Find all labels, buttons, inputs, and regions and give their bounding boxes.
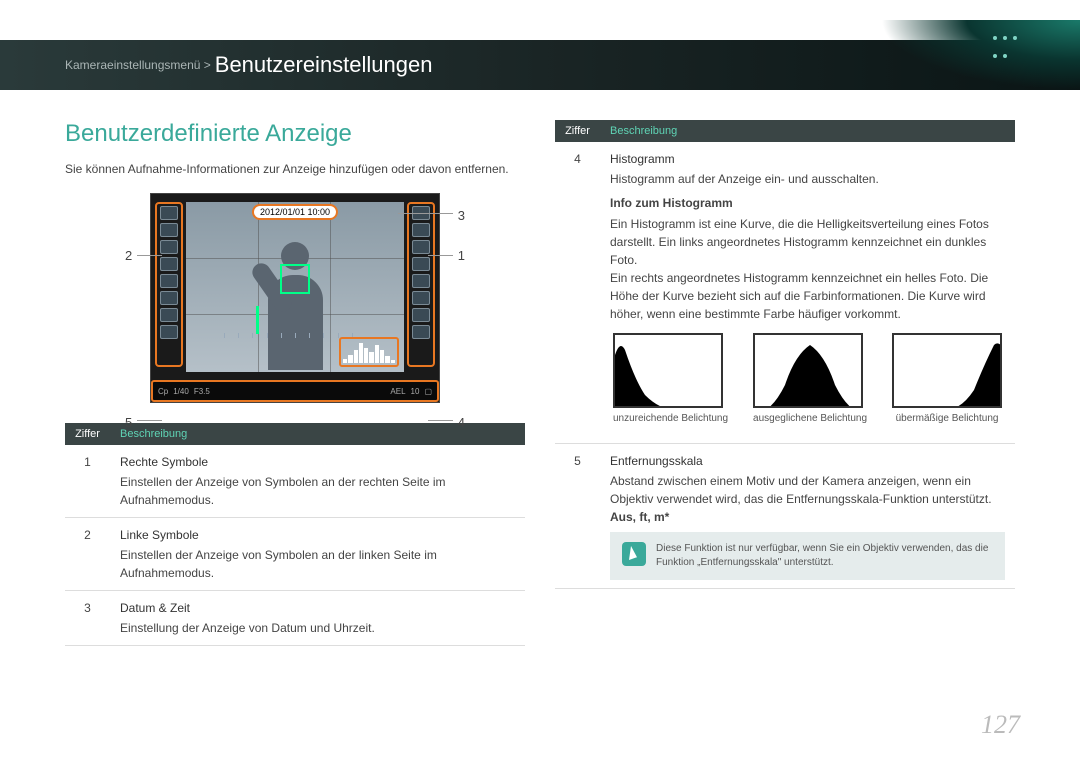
shot-count: 10 — [411, 387, 420, 396]
histogram-examples: unzureichende Belichtung ausgeglichene B… — [610, 333, 1005, 425]
row-desc: Abstand zwischen einem Motiv und der Kam… — [610, 472, 1005, 526]
row-desc: Histogramm auf der Anzeige ein- und auss… — [610, 170, 1005, 188]
right-icons-group — [407, 202, 435, 367]
histogram-underexposed — [613, 333, 723, 408]
histo-label-1: unzureichende Belichtung — [613, 412, 728, 425]
histogram-overlay — [339, 337, 399, 367]
table-row: 1 Rechte Symbole Einstellen der Anzeige v… — [65, 445, 525, 518]
row-title: Rechte Symbole — [120, 453, 515, 471]
camera-bottom-bar: Cp 1/40 F3.5 AEL 10 ▢ — [151, 380, 439, 402]
af-bracket-icon — [280, 264, 310, 294]
th-ziffer: Ziffer — [65, 423, 110, 445]
row-num: 2 — [65, 518, 110, 591]
note-text: Diese Funktion ist nur verfügbar, wenn S… — [656, 542, 993, 570]
left-description-table: ZifferBeschreibung 1 Rechte SymboleEinst… — [65, 423, 525, 646]
mode-icon: ▢ — [424, 387, 432, 396]
row-num: 5 — [555, 444, 600, 589]
header-decoration — [880, 20, 1080, 90]
histogram-overexposed — [892, 333, 1002, 408]
row-num: 1 — [65, 445, 110, 518]
breadcrumb-current: Benutzereinstellungen — [215, 52, 433, 78]
histo-label-2: ausgeglichene Belichtung — [753, 412, 867, 425]
note-icon — [622, 542, 646, 566]
th-beschreibung: Beschreibung — [600, 120, 1015, 142]
info-heading: Info zum Histogramm — [610, 194, 1005, 212]
subject-silhouette — [260, 242, 330, 372]
right-column: ZifferBeschreibung 4 Histogramm Histogra… — [555, 120, 1015, 646]
th-ziffer: Ziffer — [555, 120, 600, 142]
aperture-value: F3.5 — [194, 387, 210, 396]
callout-2: 2 — [125, 248, 132, 263]
row-num: 3 — [65, 591, 110, 646]
histo-label-3: übermäßige Belichtung — [892, 412, 1002, 425]
decoration-dots — [990, 30, 1020, 66]
right-description-table: ZifferBeschreibung 4 Histogramm Histogra… — [555, 120, 1015, 589]
row-desc: Einstellung der Anzeige von Datum und Uh… — [120, 619, 515, 637]
breadcrumb-path: Kameraeinstellungsmenü > — [65, 58, 211, 72]
callout-3: 3 — [458, 208, 465, 223]
table-row: 2 Linke Symbole Einstellen der Anzeige vo… — [65, 518, 525, 591]
histogram-balanced — [753, 333, 863, 408]
row-title: Histogramm — [610, 150, 1005, 168]
row-num: 4 — [555, 142, 600, 444]
intro-text: Sie können Aufnahme-Informationen zur An… — [65, 160, 525, 178]
distance-scale-indicator — [256, 306, 259, 334]
page-number: 127 — [981, 710, 1020, 740]
camera-display-diagram: 2012/01/01 10:00 — [150, 193, 440, 403]
callout-4: 4 — [458, 415, 465, 430]
table-row: 4 Histogramm Histogramm auf der Anzeige … — [555, 142, 1015, 444]
callout-1: 1 — [458, 248, 465, 263]
info-para-1: Ein Histogramm ist eine Kurve, die die H… — [610, 215, 1005, 269]
row-title: Entfernungsskala — [610, 452, 1005, 470]
row-desc: Einstellen der Anzeige von Symbolen an d… — [120, 546, 515, 582]
shutter-value: 1/40 — [173, 387, 189, 396]
callout-5: 5 — [125, 415, 132, 430]
row-title: Linke Symbole — [120, 526, 515, 544]
page-title: Benutzerdefinierte Anzeige — [65, 120, 525, 148]
info-para-2: Ein rechts angeordnetes Histogramm kennz… — [610, 269, 1005, 323]
cp-icon: Cp — [158, 387, 168, 396]
left-icons-group — [155, 202, 183, 367]
date-time-badge: 2012/01/01 10:00 — [252, 204, 338, 220]
ael-label: AEL — [390, 387, 405, 396]
row-title: Datum & Zeit — [120, 599, 515, 617]
note-box: Diese Funktion ist nur verfügbar, wenn S… — [610, 532, 1005, 580]
row-desc: Einstellen der Anzeige von Symbolen an d… — [120, 473, 515, 509]
table-row: 5 Entfernungsskala Abstand zwischen eine… — [555, 444, 1015, 589]
table-row: 3 Datum & Zeit Einstellung der Anzeige vo… — [65, 591, 525, 646]
left-column: Benutzerdefinierte Anzeige Sie können Au… — [65, 120, 525, 646]
